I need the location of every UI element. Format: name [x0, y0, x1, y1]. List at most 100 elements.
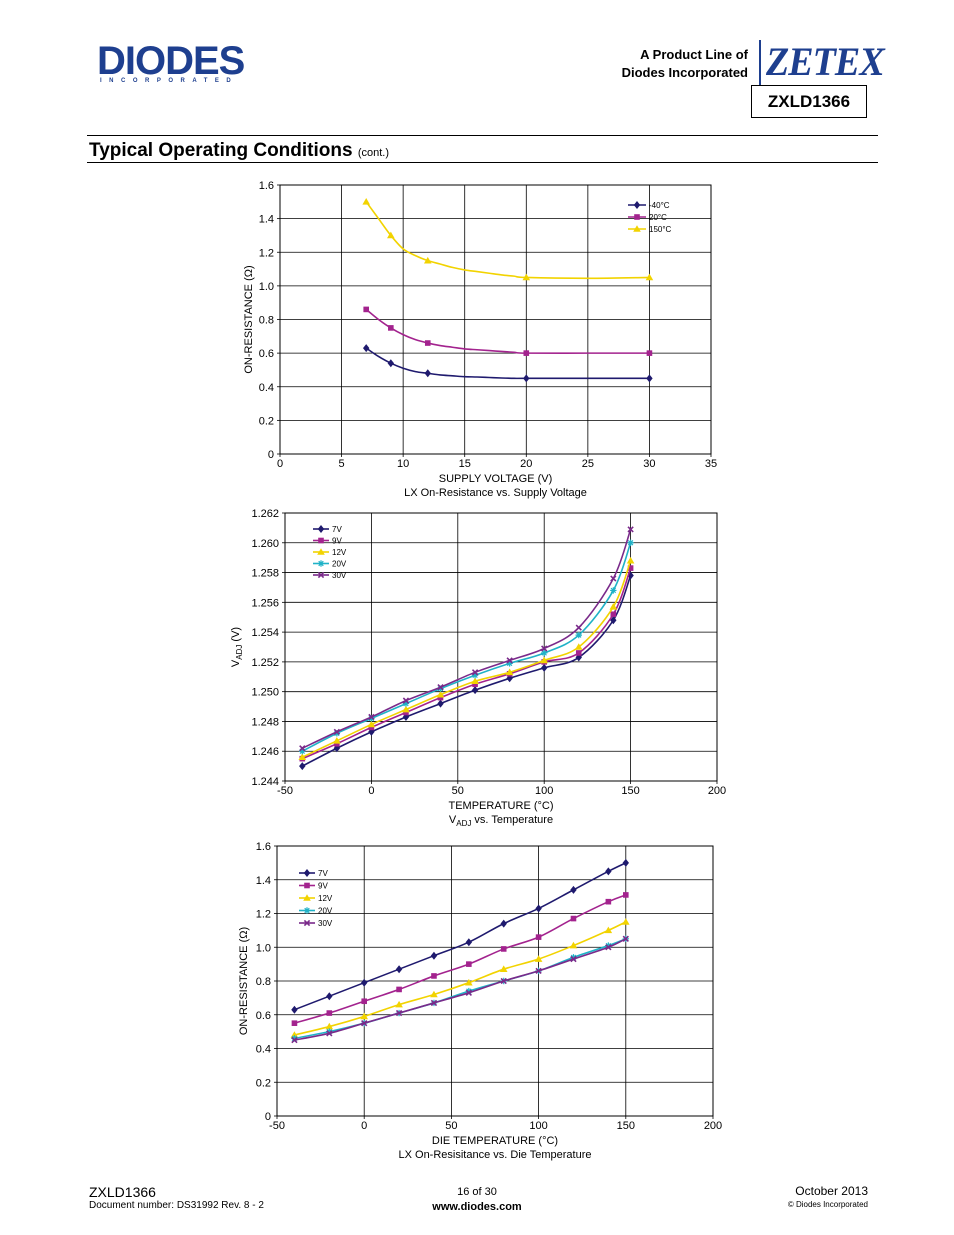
data-point-30v — [500, 977, 507, 985]
data-point-7v — [395, 965, 403, 974]
legend-marker-12v — [303, 894, 311, 901]
y-tick-label: 1.0 — [256, 942, 271, 954]
product-line-text: A Product Line of Diodes Incorporated — [548, 46, 748, 82]
data-point-9v — [472, 681, 478, 688]
y-axis-label: VADJ (V) — [230, 627, 244, 667]
data-point-12v — [395, 1000, 403, 1008]
diodes-logo: DIODES — [97, 39, 245, 83]
y-tick-label: 0.8 — [259, 315, 274, 327]
data-point-9v — [431, 973, 437, 979]
data-point-9v — [500, 946, 507, 952]
data-point-30v — [535, 967, 542, 975]
legend: 7V 9V 12V 20V 30V — [299, 869, 333, 928]
y-axis-label-subscript: ADJ — [235, 645, 244, 660]
y-tick-label: 1.0 — [259, 281, 274, 293]
data-point-20-c — [646, 350, 653, 356]
data-point-12v — [465, 978, 473, 986]
legend-marker-9v — [304, 882, 310, 889]
y-tick-label: 1.2 — [256, 909, 271, 921]
x-tick-label: 10 — [397, 458, 409, 470]
legend-label: 30V — [332, 571, 347, 580]
x-tick-label: 100 — [529, 1120, 547, 1132]
data-point-12v — [622, 918, 630, 925]
data-point-12v — [574, 643, 583, 650]
y-tick-label: 1.246 — [251, 746, 279, 758]
data-point-30v — [541, 645, 548, 652]
y-tick-label: 0 — [265, 1111, 271, 1123]
y-tick-label: 1.2 — [259, 247, 274, 259]
data-point-20v — [506, 660, 513, 667]
series-line-30v — [301, 529, 632, 749]
y-tick-label: 0.8 — [256, 976, 271, 988]
series-12v — [290, 918, 630, 1038]
series-30v — [299, 526, 634, 752]
series-line-150-c — [365, 201, 650, 280]
legend-label: 12V — [318, 894, 333, 903]
data-point-30v — [465, 989, 473, 996]
data-point-9v — [623, 892, 629, 898]
legend: -40°C 20°C 150°C — [628, 201, 672, 234]
data-point-9v — [605, 898, 612, 905]
x-tick-label: 25 — [582, 458, 594, 470]
data-point-150-c — [387, 231, 395, 239]
legend-marker-150-c — [633, 225, 641, 232]
data-point-20-c — [523, 350, 530, 356]
legend-label: 7V — [318, 869, 328, 878]
data-point-20v — [402, 700, 410, 707]
legend-label: 150°C — [649, 225, 672, 234]
data-point-20v — [541, 649, 548, 657]
data-point-7v — [541, 663, 548, 672]
data-point-7v — [326, 992, 333, 1001]
series-40-c — [363, 344, 653, 383]
data-point-9v — [466, 961, 472, 967]
data-point-12v — [609, 603, 618, 610]
data-point-12v — [367, 720, 376, 728]
data-point-30v — [610, 575, 617, 582]
legend-marker-20-c — [634, 214, 640, 220]
data-point-30v — [471, 669, 479, 676]
data-point-20-c — [363, 306, 369, 313]
y-tick-label: 0.2 — [256, 1077, 271, 1089]
data-point-30v — [570, 955, 577, 963]
data-point-12v — [569, 941, 578, 949]
data-point-20v — [627, 539, 634, 546]
product-line-1: A Product Line of — [640, 47, 748, 62]
legend-marker-20v — [303, 907, 311, 914]
y-tick-label: 1.244 — [251, 776, 279, 788]
data-point-9v — [535, 934, 542, 940]
data-point-7v — [437, 699, 444, 708]
data-point-30v — [368, 713, 375, 721]
data-point-9v — [291, 1020, 298, 1026]
data-point-12v — [505, 668, 514, 676]
legend-marker-7v — [317, 525, 325, 533]
data-point-30v — [575, 624, 582, 631]
data-point-7v — [465, 938, 473, 947]
series-line-40-c — [365, 347, 650, 380]
data-point-12v — [360, 1012, 368, 1020]
data-point-9v — [437, 694, 444, 701]
legend-label: 20V — [332, 560, 347, 569]
x-tick-label: 30 — [643, 458, 655, 470]
data-point-7v — [471, 686, 479, 695]
section-title: Typical Operating Conditions (cont.) — [89, 140, 389, 162]
y-axis-label: ON-RESISTANCE (Ω) — [243, 265, 255, 373]
data-point-12v — [333, 737, 341, 744]
data-point-20-c — [424, 340, 431, 346]
y-tick-label: 1.6 — [256, 841, 271, 853]
y-tick-label: 1.262 — [251, 508, 279, 520]
series-7v — [299, 571, 634, 771]
series-30v — [291, 935, 629, 1044]
data-point-12v — [540, 656, 548, 664]
x-axis-label: DIE TEMPERATURE (°C) — [432, 1135, 558, 1147]
data-point-7v — [627, 571, 634, 580]
x-tick-label: 15 — [459, 458, 471, 470]
series-line-20v — [294, 938, 627, 1040]
footer-website-link[interactable]: www.diodes.com — [432, 1201, 522, 1213]
data-point-9v — [396, 986, 402, 993]
x-tick-label: -50 — [269, 1120, 285, 1132]
x-tick-label: 50 — [452, 785, 464, 797]
data-point-12v — [534, 955, 543, 962]
section-title-cont: (cont.) — [357, 147, 390, 159]
product-line-2: Diodes Incorporated — [621, 65, 748, 80]
grid — [280, 185, 711, 454]
